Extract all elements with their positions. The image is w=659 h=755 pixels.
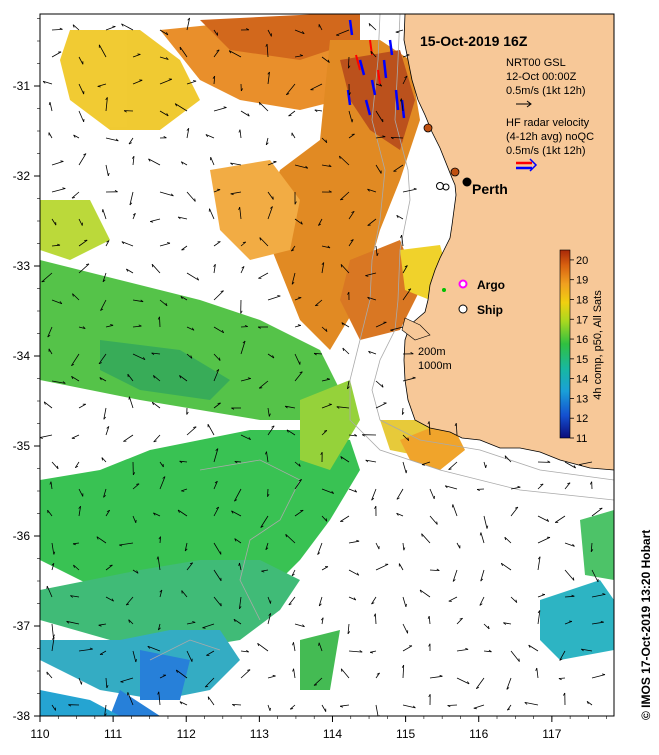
colorbar-tick-label: 19 <box>576 275 588 287</box>
legend-isobath-1000: 1000m <box>418 360 452 372</box>
x-tick-label: 117 <box>542 727 561 741</box>
current-arrowhead <box>221 603 222 606</box>
legend-argo: Argo <box>477 278 505 292</box>
current-arrowhead <box>129 397 130 400</box>
y-tick-label: -33 <box>13 259 31 273</box>
legend-model-scale: 0.5m/s (1kt 12h) <box>506 85 585 97</box>
current-arrowhead <box>368 225 371 226</box>
x-tick-label: 116 <box>469 727 488 741</box>
colorbar-tick-label: 12 <box>576 413 588 425</box>
colorbar-tick-label: 17 <box>576 314 588 326</box>
y-tick-label: -31 <box>13 79 31 93</box>
current-arrowhead <box>319 643 320 646</box>
current-arrow <box>448 705 457 706</box>
current-arrowhead <box>137 54 140 55</box>
current-arrowhead <box>407 54 410 55</box>
current-arrowhead <box>259 388 262 389</box>
argo-float-dot <box>442 288 446 292</box>
colorbar-label: 4h comp, p50, All Sats <box>592 290 604 400</box>
legend-hf-scale: 0.5m/s (1kt 12h) <box>506 145 585 157</box>
current-arrowhead <box>270 708 271 711</box>
x-axis: 110 111 112 113 114 115 116 117 <box>30 716 606 741</box>
x-tick-label: 110 <box>30 727 49 741</box>
current-arrow <box>559 678 565 679</box>
x-tick-label: 112 <box>177 727 196 741</box>
current-arrowhead <box>452 504 453 507</box>
legend-isobath-200: 200m <box>418 346 446 358</box>
location-dot <box>451 168 459 176</box>
colorbar-tick-label: 16 <box>576 334 588 346</box>
credit-text: © IMOS 17-Oct-2019 13:20 Hobart <box>639 530 653 720</box>
x-tick-label: 114 <box>323 727 342 741</box>
current-arrowhead <box>599 508 602 509</box>
y-tick-label: -32 <box>13 169 31 183</box>
ship-legend-marker <box>459 305 467 313</box>
current-arrowhead <box>102 209 103 212</box>
current-arrowhead <box>542 594 545 595</box>
colorbar-gradient <box>560 250 570 438</box>
colorbar-tick-label: 11 <box>576 433 587 445</box>
city-label-perth: Perth <box>472 181 508 197</box>
x-tick-label: 111 <box>104 727 123 741</box>
colorbar-tick-label: 13 <box>576 393 588 405</box>
y-tick-label: -38 <box>13 709 31 723</box>
x-tick-label: 113 <box>250 727 269 741</box>
colorbar-tick-label: 15 <box>576 354 588 366</box>
argo-legend-marker <box>460 281 467 288</box>
legend-hf-title: HF radar velocity <box>506 117 590 129</box>
sst-patch <box>580 510 614 580</box>
legend-model: NRT00 GSL <box>506 57 566 69</box>
current-arrowhead <box>519 659 520 662</box>
legend-model-time: 12-Oct 00:00Z <box>506 71 577 83</box>
current-arrowhead <box>182 591 183 594</box>
colorbar-tick-label: 20 <box>576 255 588 267</box>
current-arrowhead <box>181 491 184 492</box>
y-axis: -31 -32 -33 -34 -35 -36 -37 -38 <box>13 19 40 724</box>
colorbar-tick-label: 14 <box>576 374 588 386</box>
map-title: 15-Oct-2019 16Z <box>420 33 528 49</box>
perth-dot <box>463 178 472 187</box>
location-dot <box>424 124 432 132</box>
colorbar-tick-label: 18 <box>576 294 588 306</box>
current-arrowhead <box>277 296 280 297</box>
current-arrowhead <box>329 404 332 405</box>
x-tick-label: 115 <box>396 727 415 741</box>
y-tick-label: -36 <box>13 529 31 543</box>
y-tick-label: -35 <box>13 439 31 453</box>
current-arrow <box>160 317 161 327</box>
legend-hf-subtitle: (4-12h avg) noQC <box>506 131 594 143</box>
y-tick-label: -34 <box>13 349 31 363</box>
y-tick-label: -37 <box>13 619 31 633</box>
current-arrowhead <box>218 403 221 404</box>
legend-ship: Ship <box>477 303 503 317</box>
